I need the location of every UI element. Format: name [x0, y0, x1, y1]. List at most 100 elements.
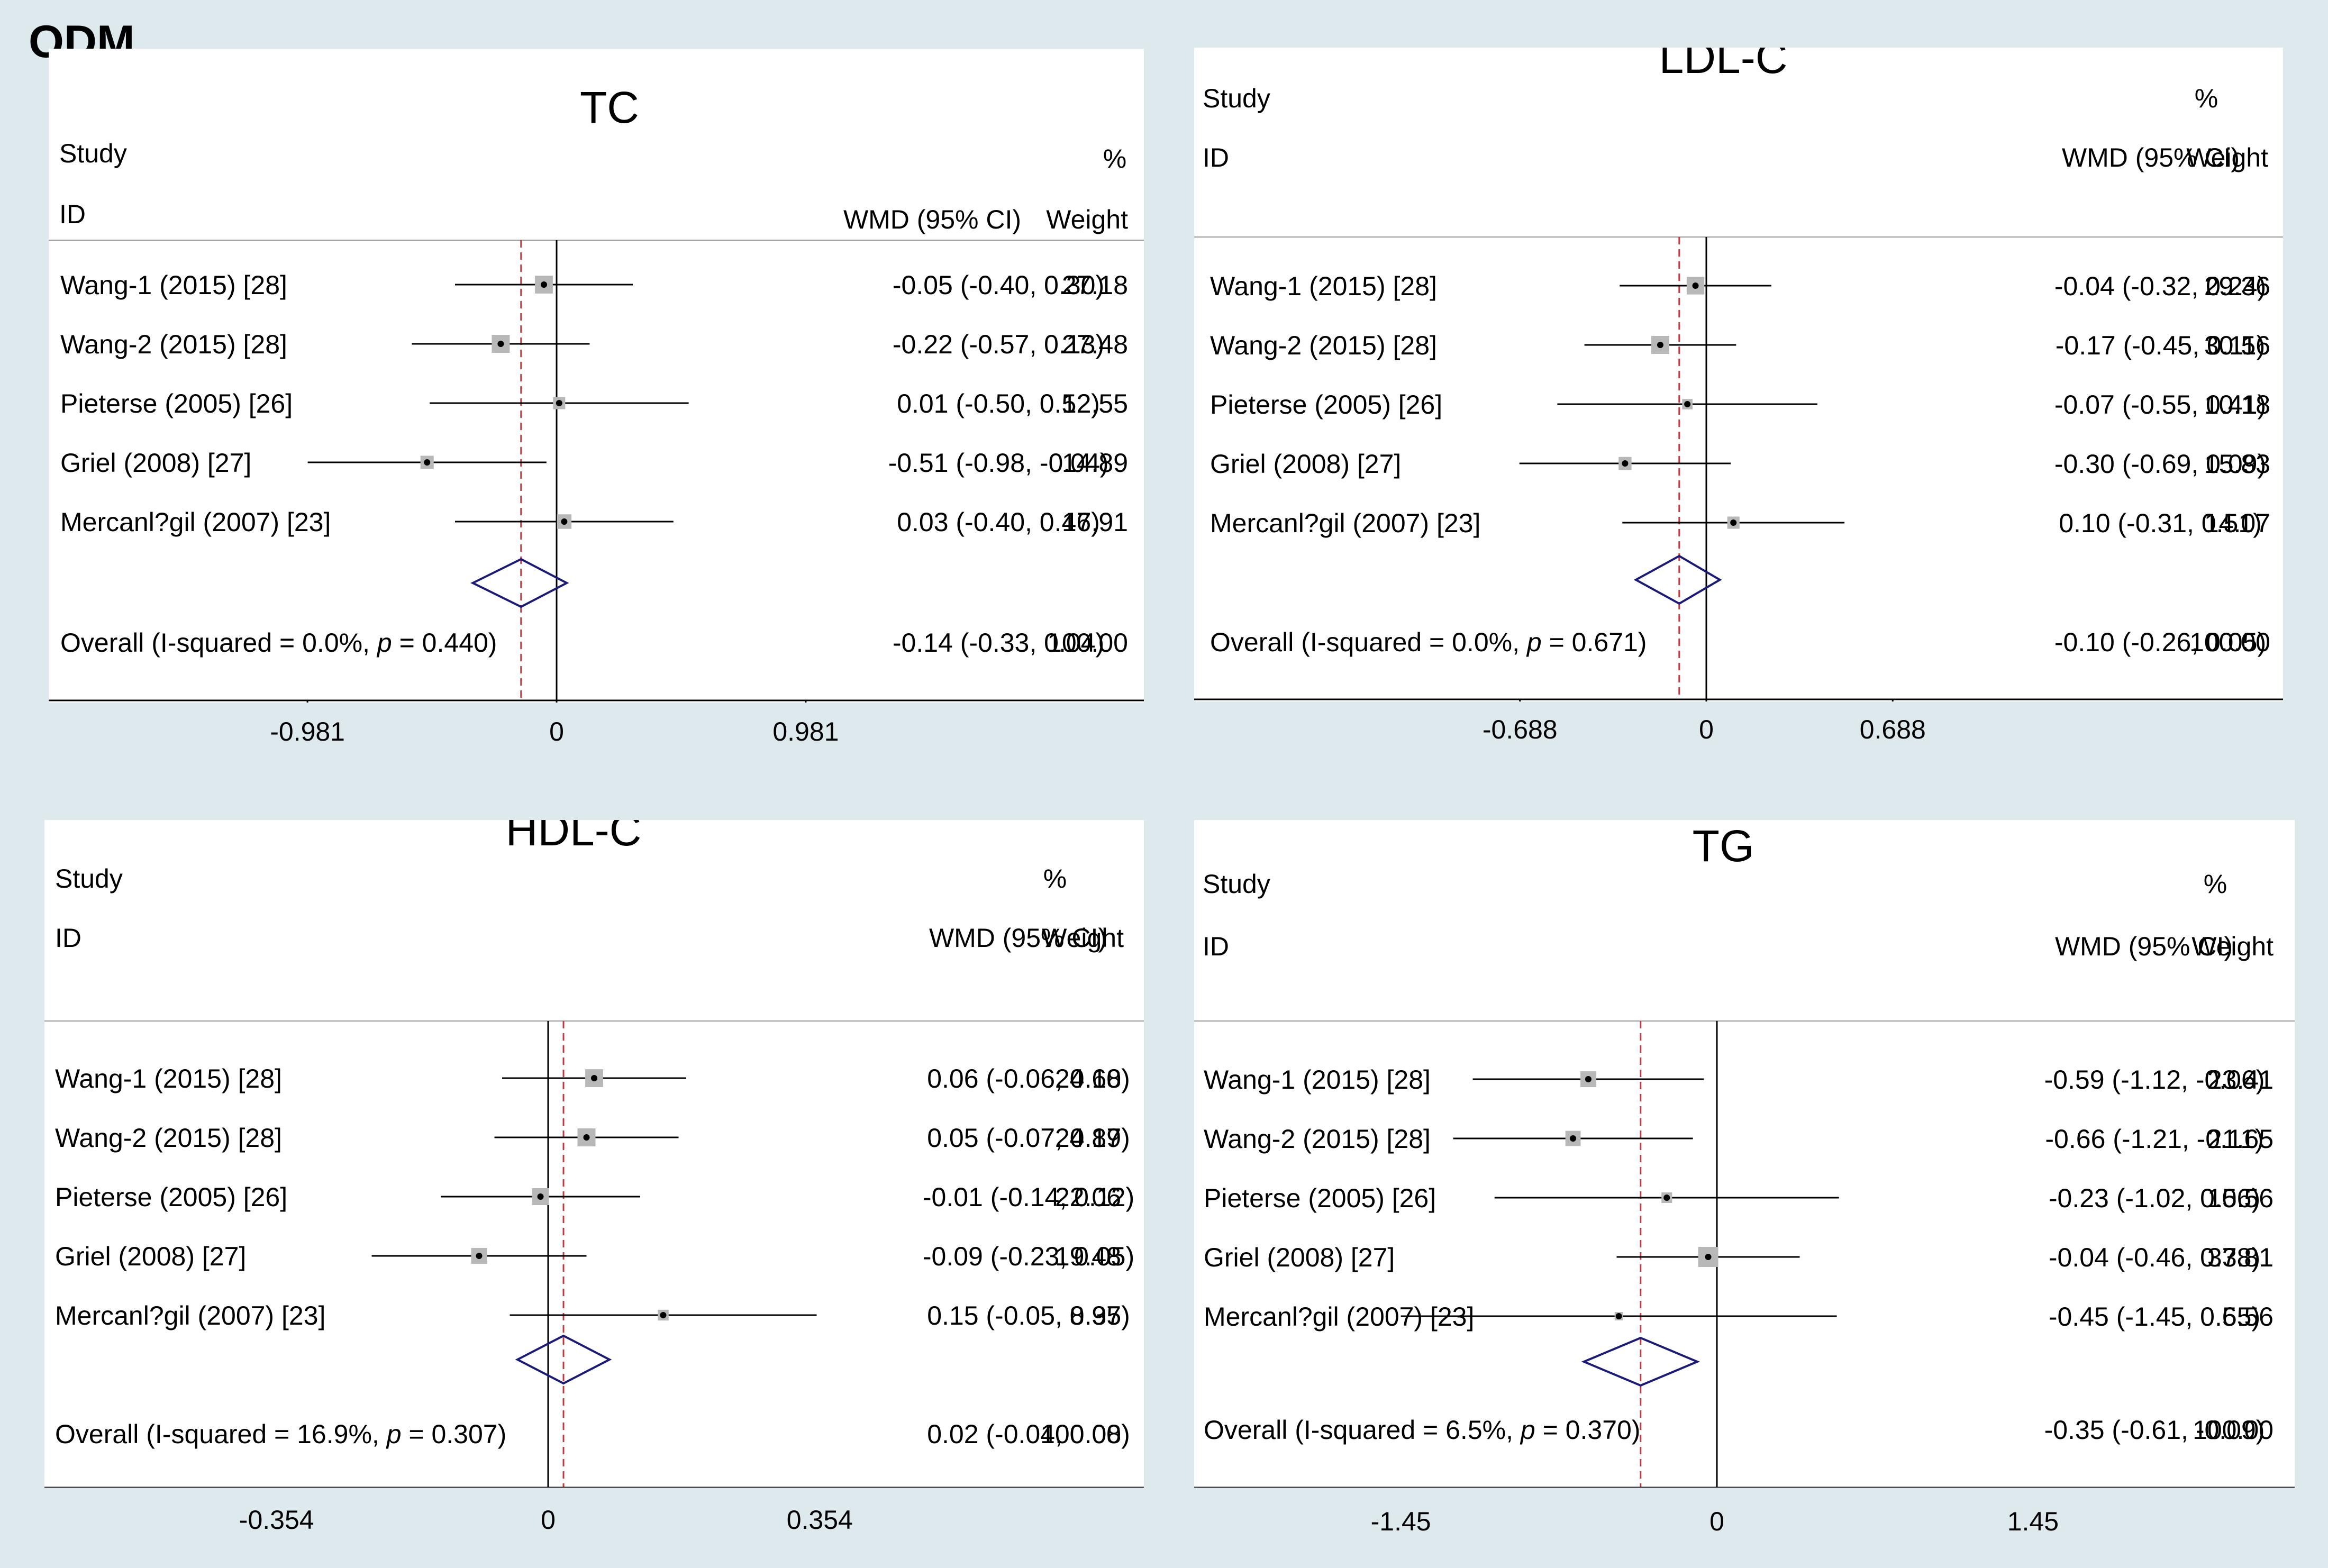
overall-weight: 100.00	[2193, 1415, 2274, 1445]
forest-plot-hdl-c: HDL-C Study ID% WMD (95% CI)Weight Wang-1 (2…	[44, 820, 1144, 1488]
point-estimate	[424, 459, 431, 466]
point-estimate	[497, 341, 504, 347]
header-study: Study	[55, 864, 123, 894]
x-tick-label: 0.354	[787, 1505, 853, 1535]
study-ci-text: -0.09 (-0.23, 0.05)	[923, 1242, 1134, 1271]
forest-panel-tg: TG Study ID% WMD (95% CI) Weight Wang-1 (2015…	[1194, 820, 2295, 1488]
study-label: Wang-2 (2015) [28]	[1210, 331, 1437, 360]
x-tick-label: 0	[1709, 1507, 1724, 1536]
overall-ci-text: -0.10 (-0.26, 0.05)	[2054, 627, 2266, 657]
study-weight: 6.56	[2222, 1302, 2274, 1332]
header-weight-percent: %	[2195, 84, 2218, 113]
point-estimate	[1730, 519, 1737, 526]
header-study: Study	[1203, 84, 1270, 113]
header-id: ID	[55, 923, 81, 953]
study-label: Wang-1 (2015) [28]	[55, 1064, 282, 1093]
study-ci-text: -0.07 (-0.55, 0.41)	[2054, 390, 2266, 420]
overall-weight: 100.00	[1040, 1419, 1121, 1449]
point-estimate	[541, 281, 547, 288]
overall-diamond	[515, 1334, 612, 1385]
study-label: Wang-1 (2015) [28]	[1210, 271, 1437, 301]
study-label: Wang-2 (2015) [28]	[60, 330, 287, 359]
study-ci-text: -0.23 (-1.02, 0.56)	[2049, 1183, 2260, 1213]
header-id: ID	[59, 199, 86, 229]
study-ci-text: -0.04 (-0.32, 0.24)	[2054, 271, 2266, 301]
forest-plot-tg: TG Study ID% WMD (95% CI)Weight Wang-1 (2015…	[1194, 821, 2295, 1488]
point-estimate	[1622, 460, 1629, 467]
panel-title: TG	[1693, 821, 1754, 871]
study-ci-text: -0.45 (-1.45, 0.55)	[2049, 1302, 2260, 1332]
study-weight: 30.56	[2204, 331, 2270, 360]
overall-diamond	[470, 558, 569, 608]
header-weight: Weight	[1046, 205, 1128, 234]
study-weight: 27.18	[1062, 270, 1128, 300]
study-ci-text: -0.51 (-0.98, -0.04)	[888, 448, 1109, 478]
study-ci-text: -0.01 (-0.14, 0.12)	[923, 1182, 1134, 1212]
study-weight: 21.65	[2207, 1124, 2274, 1154]
study-ci-text: -0.04 (-0.46, 0.38)	[2049, 1243, 2260, 1272]
header-weight: Weight	[2191, 932, 2274, 961]
study-weight: 24.89	[1055, 1123, 1121, 1153]
study-ci-text: 0.01 (-0.50, 0.52)	[897, 389, 1100, 418]
point-estimate	[1585, 1076, 1592, 1082]
study-weight: 8.97	[1070, 1301, 1121, 1330]
study-weight: 29.36	[2204, 271, 2270, 301]
study-label: Wang-1 (2015) [28]	[1204, 1065, 1431, 1095]
study-weight: 27.48	[1062, 330, 1128, 359]
overall-label: Overall (I-squared = 0.0%, p = 0.440)	[60, 628, 497, 658]
study-weight: 24.60	[1055, 1064, 1121, 1093]
forest-panel-ldl-c: LDL-C Study ID% WMD (95% CI) Weight Wang-1 (2…	[1194, 48, 2283, 701]
study-ci-text: -0.66 (-1.21, -0.11)	[2045, 1124, 2263, 1154]
point-estimate	[591, 1075, 597, 1081]
study-ci-text: -0.30 (-0.69, 0.09)	[2054, 449, 2266, 479]
panel-title: TC	[580, 83, 639, 132]
header-id: ID	[1203, 932, 1229, 961]
point-estimate	[583, 1134, 590, 1141]
study-ci-text: 0.06 (-0.06, 0.18)	[927, 1064, 1130, 1093]
x-tick-label: -0.688	[1483, 715, 1558, 744]
x-tick-label: -0.354	[239, 1505, 314, 1535]
header-weight: Weight	[1042, 923, 1124, 953]
study-ci-text: -0.59 (-1.12, -0.06)	[2044, 1065, 2265, 1095]
header-effect: WMD (95% CI)	[843, 205, 1021, 234]
study-weight: 23.41	[2207, 1065, 2274, 1095]
study-weight: 10.56	[2207, 1183, 2274, 1213]
study-label: Wang-2 (2015) [28]	[1204, 1124, 1431, 1154]
study-label: Pieterse (2005) [26]	[55, 1182, 287, 1212]
study-ci-text: 0.05 (-0.07, 0.17)	[927, 1123, 1130, 1153]
forest-plot-ldl-c: LDL-C Study ID% WMD (95% CI)Weight Wang-1 (2…	[1194, 48, 2283, 701]
point-estimate	[561, 518, 568, 525]
x-tick-label: 0	[1699, 715, 1714, 744]
study-weight: 37.81	[2207, 1243, 2274, 1272]
study-ci-text: 0.03 (-0.40, 0.46)	[897, 507, 1100, 537]
study-label: Pieterse (2005) [26]	[1204, 1183, 1436, 1213]
x-tick-label: 0	[549, 717, 564, 746]
header-study: Study	[1203, 869, 1270, 899]
study-weight: 14.07	[2204, 508, 2270, 538]
study-label: Pieterse (2005) [26]	[1210, 390, 1442, 420]
study-label: Mercanl?gil (2007) [23]	[60, 507, 331, 537]
x-tick-label: 0.688	[1860, 715, 1926, 744]
study-ci-text: 0.15 (-0.05, 0.35)	[927, 1301, 1130, 1330]
overall-ci-text: -0.35 (-0.61, -0.09)	[2044, 1415, 2265, 1445]
study-label: Wang-2 (2015) [28]	[55, 1123, 282, 1153]
header-weight-percent: %	[2204, 869, 2227, 899]
header-id: ID	[1203, 143, 1229, 172]
point-estimate	[1692, 282, 1699, 289]
point-estimate	[556, 400, 562, 406]
study-label: Pieterse (2005) [26]	[60, 389, 293, 418]
header-weight: Weight	[2186, 143, 2268, 172]
point-estimate	[537, 1193, 544, 1200]
x-tick-label: 0	[541, 1505, 556, 1535]
overall-ci-text: -0.14 (-0.33, 0.04)	[893, 628, 1104, 658]
study-weight: 14.89	[1062, 448, 1128, 478]
point-estimate	[1705, 1254, 1712, 1260]
forest-plot-tc: TC Study ID% WMD (95% CI) Weight Wang-1 (2015…	[49, 83, 1144, 703]
study-label: Griel (2008) [27]	[55, 1242, 246, 1271]
study-ci-text: -0.22 (-0.57, 0.13)	[893, 330, 1104, 359]
study-label: Mercanl?gil (2007) [23]	[1210, 508, 1480, 538]
header-effect: WMD (95% CI)	[2062, 143, 2240, 172]
study-weight: 19.48	[1055, 1242, 1121, 1271]
study-label: Griel (2008) [27]	[1210, 449, 1401, 479]
study-label: Griel (2008) [27]	[1204, 1243, 1395, 1272]
